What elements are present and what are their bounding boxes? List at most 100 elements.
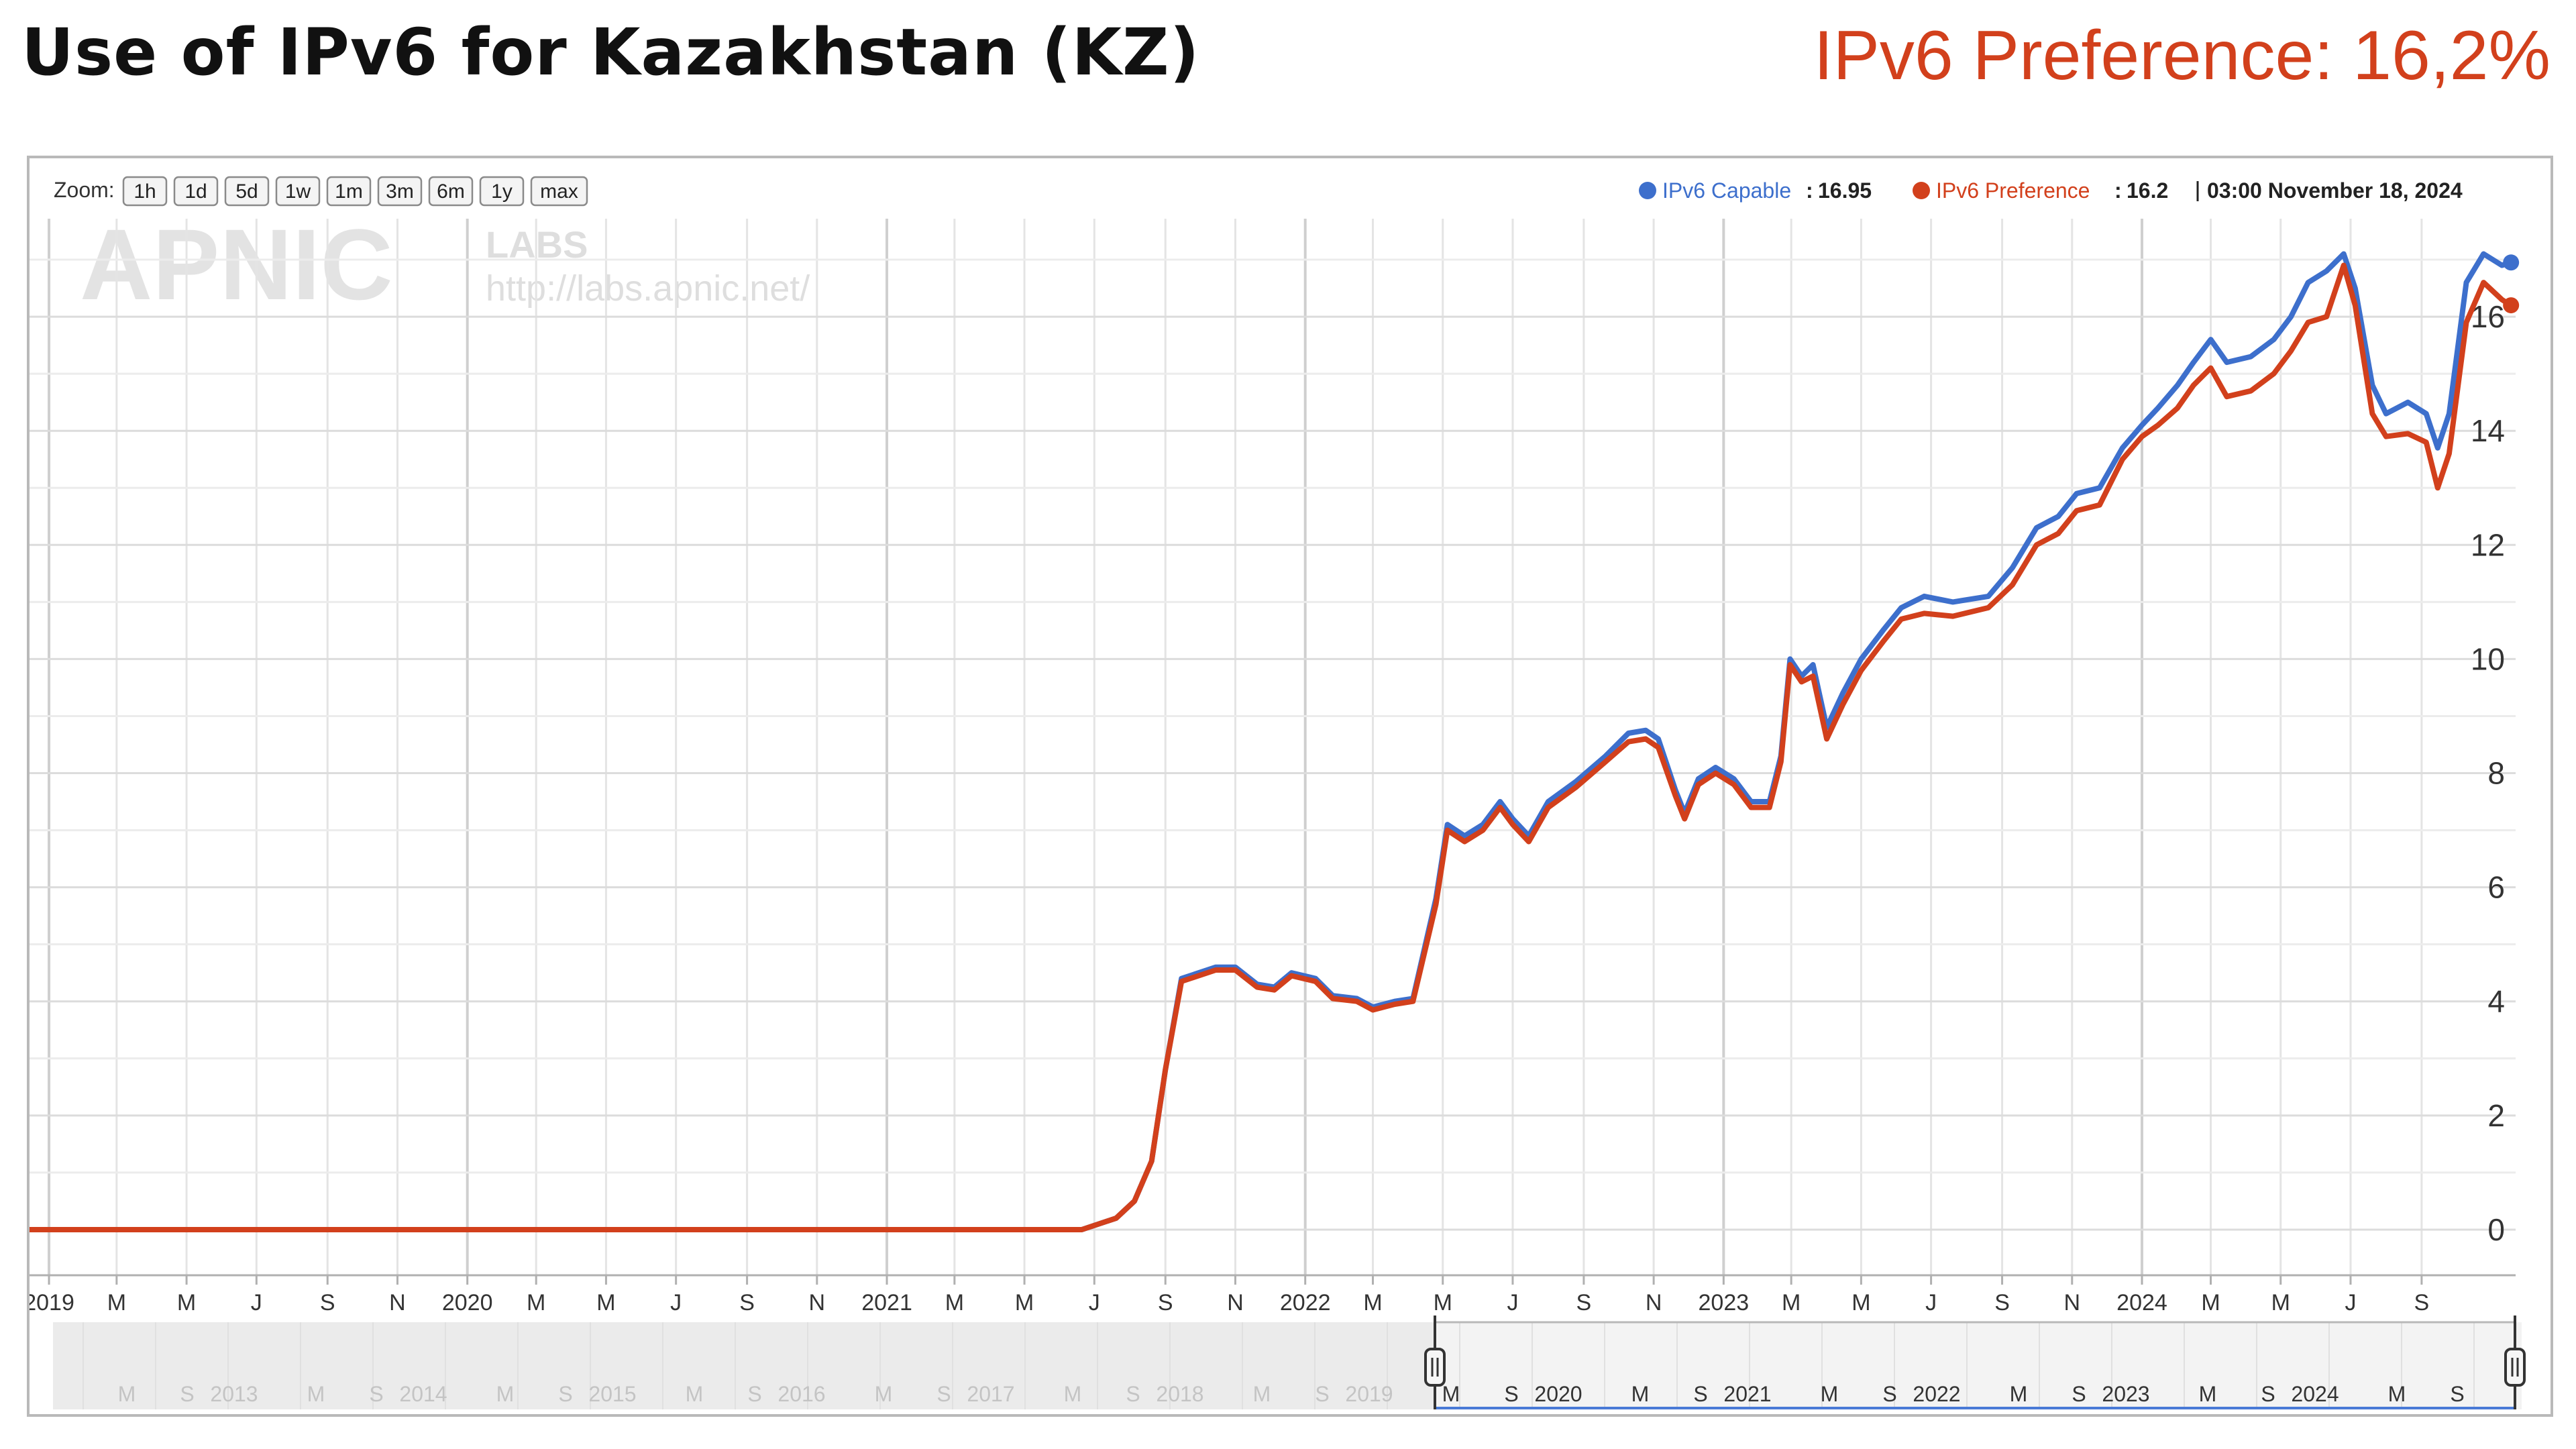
x-tick-label: M [1363,1290,1382,1316]
navigator-label: M [2010,1382,2028,1406]
navigator-label: 2018 [1156,1382,1203,1406]
x-tick-label: S [1994,1290,2010,1316]
navigator-label: 2022 [1913,1382,1960,1406]
handle-grip [1424,1348,1446,1387]
series-endpoint-capable [2503,254,2520,271]
zoom-button-label: max [540,180,578,203]
navigator-label: M [1253,1382,1271,1406]
zoom-button-6m[interactable]: 6m [428,176,474,207]
x-tick-label: M [177,1290,196,1316]
y-tick-label: 8 [2487,756,2505,791]
x-tick-label: M [2201,1290,2220,1316]
navigator[interactable]: M S 2013 M S 2014 M S 2015 M S 2016 M S 2017 M S 2018 M S 20… [53,1316,2526,1409]
navigator-label: M [307,1382,325,1406]
y-tick-label: 4 [2487,984,2505,1019]
zoom-button-3m[interactable]: 3m [377,176,423,207]
legend-timestamp: 03:00 November 18, 2024 [2207,178,2463,203]
x-tick-label: N [1227,1290,1244,1316]
zoom-button-max[interactable]: max [530,176,588,207]
legend-capable-label: IPv6 Capable [1662,178,1791,203]
x-tick-label: M [1782,1290,1801,1316]
zoom-button-box [428,176,474,207]
zoom-button-box [275,176,321,207]
navigator-label: S [2450,1382,2464,1406]
preference-headline: IPv6 Preference: 16,2% [1813,17,2551,95]
handle-grip [2504,1348,2526,1387]
navigator-label: 2019 [1345,1382,1393,1406]
navigator-mask-left [53,1322,1435,1409]
navigator-label: 2016 [777,1382,825,1406]
chart-frame: APNIC LABS http://labs.apnic.net/ 2019 M M… [27,156,2553,1417]
x-tick-label: M [2271,1290,2290,1316]
x-tick-label: N [809,1290,826,1316]
watermark-logo: APNIC [80,208,393,321]
x-tick-label: M [107,1290,126,1316]
y-tick-label: 0 [2487,1212,2505,1247]
x-tick-label: M [596,1290,615,1316]
legend-capable-dot [1639,182,1656,199]
navigator-label: M [496,1382,515,1406]
x-tick-label: M [1434,1290,1452,1316]
navigator-label: M [2199,1382,2217,1406]
navigator-label: 2017 [967,1382,1014,1406]
x-tick-label: 2021 [861,1290,912,1316]
x-tick-label: J [2345,1290,2356,1316]
navigator-label: S [2261,1382,2275,1406]
apnic-watermark: APNIC LABS http://labs.apnic.net/ [80,208,810,321]
navigator-label: S [369,1382,383,1406]
y-tick-label: 2 [2487,1098,2505,1133]
x-tick-label: 2024 [2116,1290,2167,1316]
x-tick-label: 2019 [30,1290,74,1316]
navigator-label: S [2072,1382,2086,1406]
watermark-url: http://labs.apnic.net/ [486,268,810,309]
zoom-button-1w[interactable]: 1w [275,176,321,207]
zoom-button-1y[interactable]: 1y [479,176,525,207]
y-tick-label: 6 [2487,870,2505,905]
navigator-handle-right[interactable] [2504,1316,2526,1409]
legend-capable-value: 16.95 [1818,178,1872,203]
legend-preference-dot [1913,182,1930,199]
zoom-button-1h[interactable]: 1h [122,176,168,207]
navigator-label: M [1821,1382,1839,1406]
navigator-label: 2021 [1723,1382,1771,1406]
x-tick-label: S [320,1290,335,1316]
x-tick-label: J [1089,1290,1100,1316]
x-tick-label: J [670,1290,682,1316]
zoom-button-label: 3m [386,180,414,203]
legend-preference-label: IPv6 Preference [1936,178,2090,203]
zoom-button-5d[interactable]: 5d [224,176,270,207]
navigator-label: S [1882,1382,1896,1406]
zoom-button-1d[interactable]: 1d [173,176,219,207]
ipv6-chart: APNIC LABS http://labs.apnic.net/ 2019 M M… [30,176,2526,1409]
x-tick-label: S [1576,1290,1592,1316]
x-tick-label: M [945,1290,964,1316]
zoom-label: Zoom: [54,178,115,202]
navigator-label: S [180,1382,194,1406]
x-tick-label: S [739,1290,755,1316]
navigator-label: M [686,1382,704,1406]
y-tick-label: 10 [2471,641,2505,676]
zoom-button-box [530,176,588,207]
navigator-label: 2023 [2102,1382,2149,1406]
navigator-handle-left[interactable] [1424,1316,1446,1409]
navigator-label: S [558,1382,572,1406]
zoom-button-box [122,176,168,207]
x-tick-label: N [2063,1290,2080,1316]
chart-grid [30,219,2516,1277]
zoom-button-box [479,176,525,207]
zoom-button-label: 5d [235,180,258,203]
navigator-label: S [747,1382,761,1406]
zoom-button-box [173,176,219,207]
zoom-button-label: 1h [133,180,156,203]
zoom-button-label: 1d [184,180,207,203]
zoom-button-label: 1w [285,180,311,203]
x-tick-label: J [1507,1290,1518,1316]
legend-capable-sep: : [1806,178,1813,203]
zoom-button-1m[interactable]: 1m [326,176,372,207]
zoom-button-label: 1m [335,180,363,203]
x-tick-label: N [389,1290,406,1316]
zoom-bar: Zoom: 1h 1d 5d 1w 1m 3m 6m 1y max [54,176,588,207]
x-tick-label: M [527,1290,545,1316]
series-endpoint-preference [2503,297,2520,314]
